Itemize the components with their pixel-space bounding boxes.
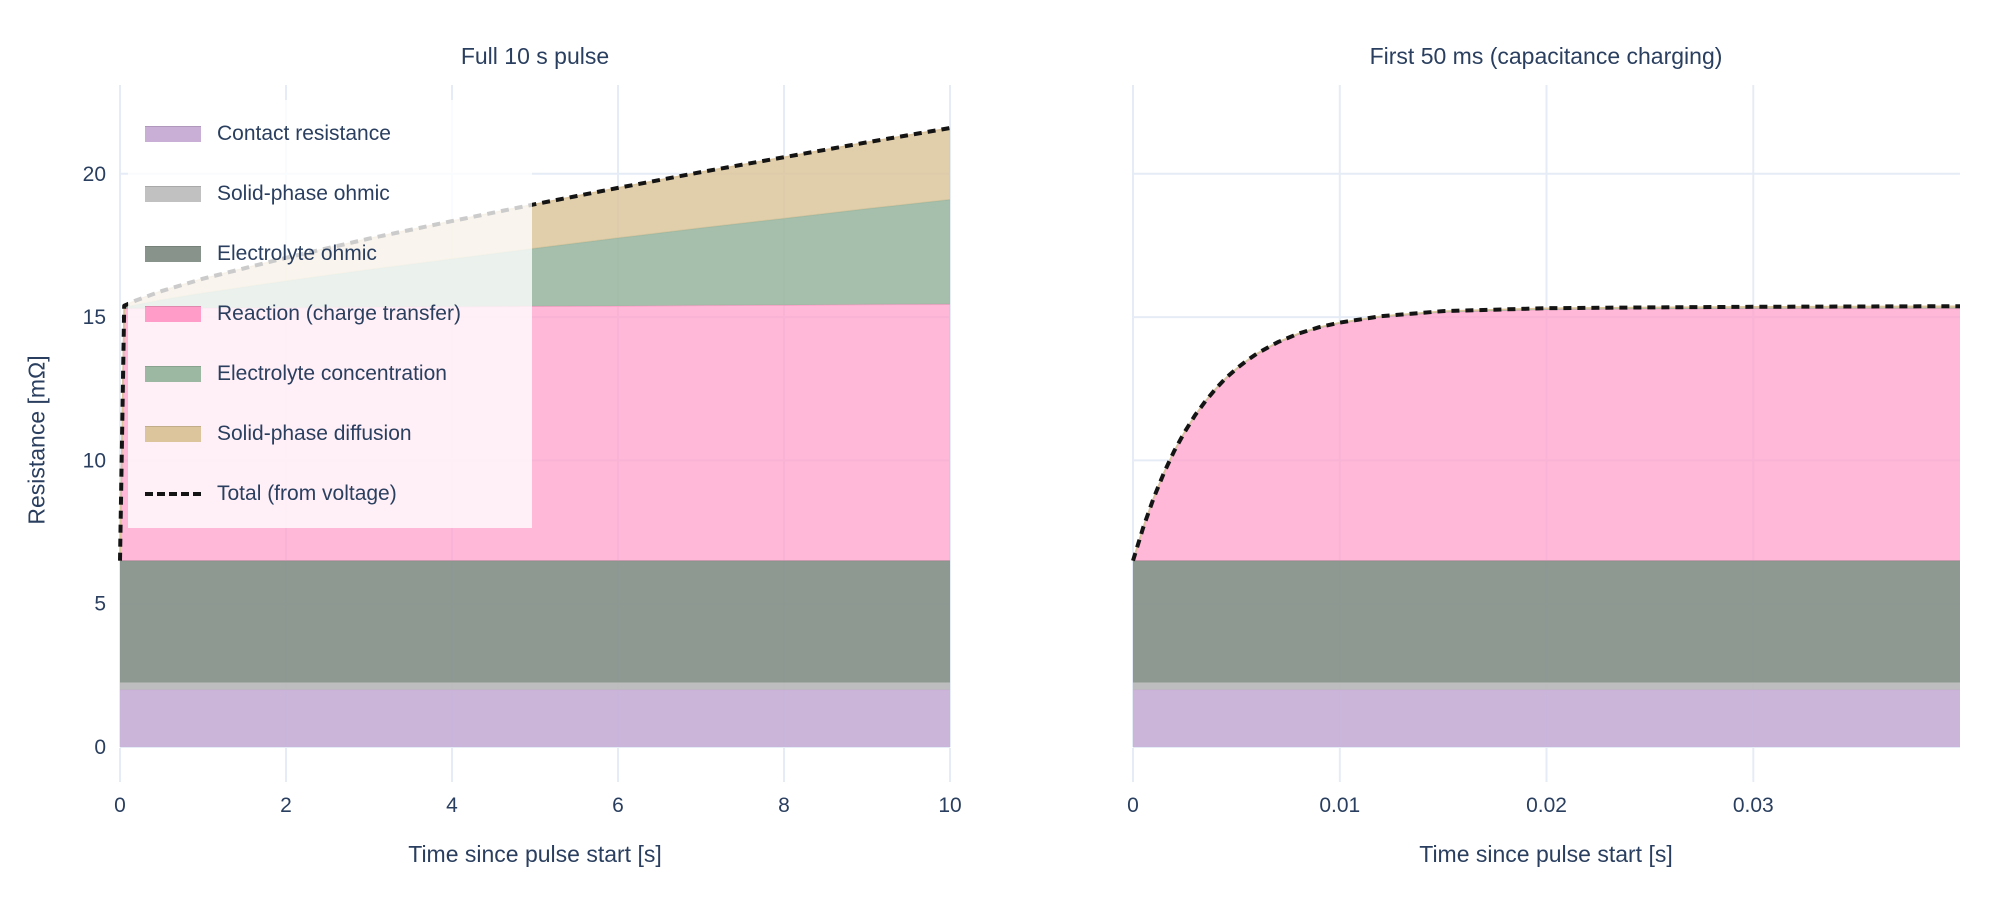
legend-item-total-from-voltage[interactable]: Total (from voltage) [128,464,532,524]
y-axis-title: Resistance [mΩ] [23,355,50,525]
area-contact-resistance [120,689,950,747]
area-solid-phase-diffusion [120,128,950,561]
area-contact-resistance [1133,689,1960,747]
y-tick-label: 20 [83,163,106,186]
x-tick-label: 0.02 [1526,794,1567,817]
legend-color-swatch-icon [145,126,201,142]
legend-color-swatch-icon [145,366,201,382]
area-electrolyte-ohmic [1133,560,1960,683]
y-tick-label: 15 [83,306,106,329]
x-tick-label: 8 [778,794,790,817]
legend-dotted-line-swatch-icon [145,492,201,496]
x-tick-label: 0.03 [1733,794,1774,817]
y-tick-label: 0 [94,736,106,759]
legend-item-electrolyte-concentration[interactable]: Electrolyte concentration [128,344,532,404]
legend-item-label: Electrolyte ohmic [217,242,377,265]
legend-item-electrolyte-ohmic[interactable]: Electrolyte ohmic [128,224,532,284]
x-tick-label: 0 [1127,794,1139,817]
legend-color-swatch-icon [145,186,201,202]
legend-item-solid-phase-diffusion[interactable]: Solid-phase diffusion [128,404,532,464]
x-axis-title-right: Time since pulse start [s] [1419,841,1673,867]
legend-item-label: Contact resistance [217,122,391,145]
right-plot-title: First 50 ms (capacitance charging) [1369,43,1723,69]
legend-item-solid-phase-ohmic[interactable]: Solid-phase ohmic [128,164,532,224]
legend-color-swatch-icon [145,246,201,262]
area-solid-phase-ohmic [1133,682,1960,690]
x-tick-label: 4 [446,794,458,817]
x-tick-label: 6 [612,794,624,817]
legend-item-label: Solid-phase diffusion [217,422,412,445]
legend-item-label: Solid-phase ohmic [217,182,390,205]
y-tick-label: 5 [94,593,106,616]
legend-color-swatch-icon [145,426,201,442]
legend-item-label: Total (from voltage) [217,482,397,505]
x-tick-label: 2 [280,794,292,817]
legend-color-swatch-icon [145,306,201,322]
legend-item-label: Electrolyte concentration [217,362,447,385]
area-electrolyte-ohmic [120,560,950,683]
legend-item-label: Reaction (charge transfer) [217,302,461,325]
left-plot-title: Full 10 s pulse [460,43,610,69]
area-solid-phase-ohmic [120,682,950,690]
y-tick-label: 10 [83,449,106,472]
total-line [1131,304,1961,562]
area-reaction-charge-transfer [1133,308,1960,561]
x-axis-title-left: Time since pulse start [s] [408,841,662,867]
x-tick-label: 0.01 [1319,794,1360,817]
legend: Contact resistance Solid-phase ohmic Elect… [128,100,532,528]
x-tick-label: 10 [938,794,961,817]
x-tick-label: 0 [114,794,126,817]
legend-item-reaction-charge-transfer[interactable]: Reaction (charge transfer) [128,284,532,344]
legend-item-contact-resistance[interactable]: Contact resistance [128,104,532,164]
